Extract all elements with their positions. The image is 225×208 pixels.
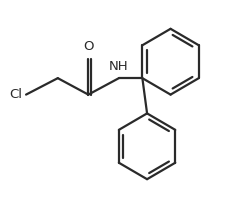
Text: Cl: Cl (9, 88, 22, 101)
Text: NH: NH (109, 61, 128, 73)
Text: O: O (83, 41, 93, 53)
